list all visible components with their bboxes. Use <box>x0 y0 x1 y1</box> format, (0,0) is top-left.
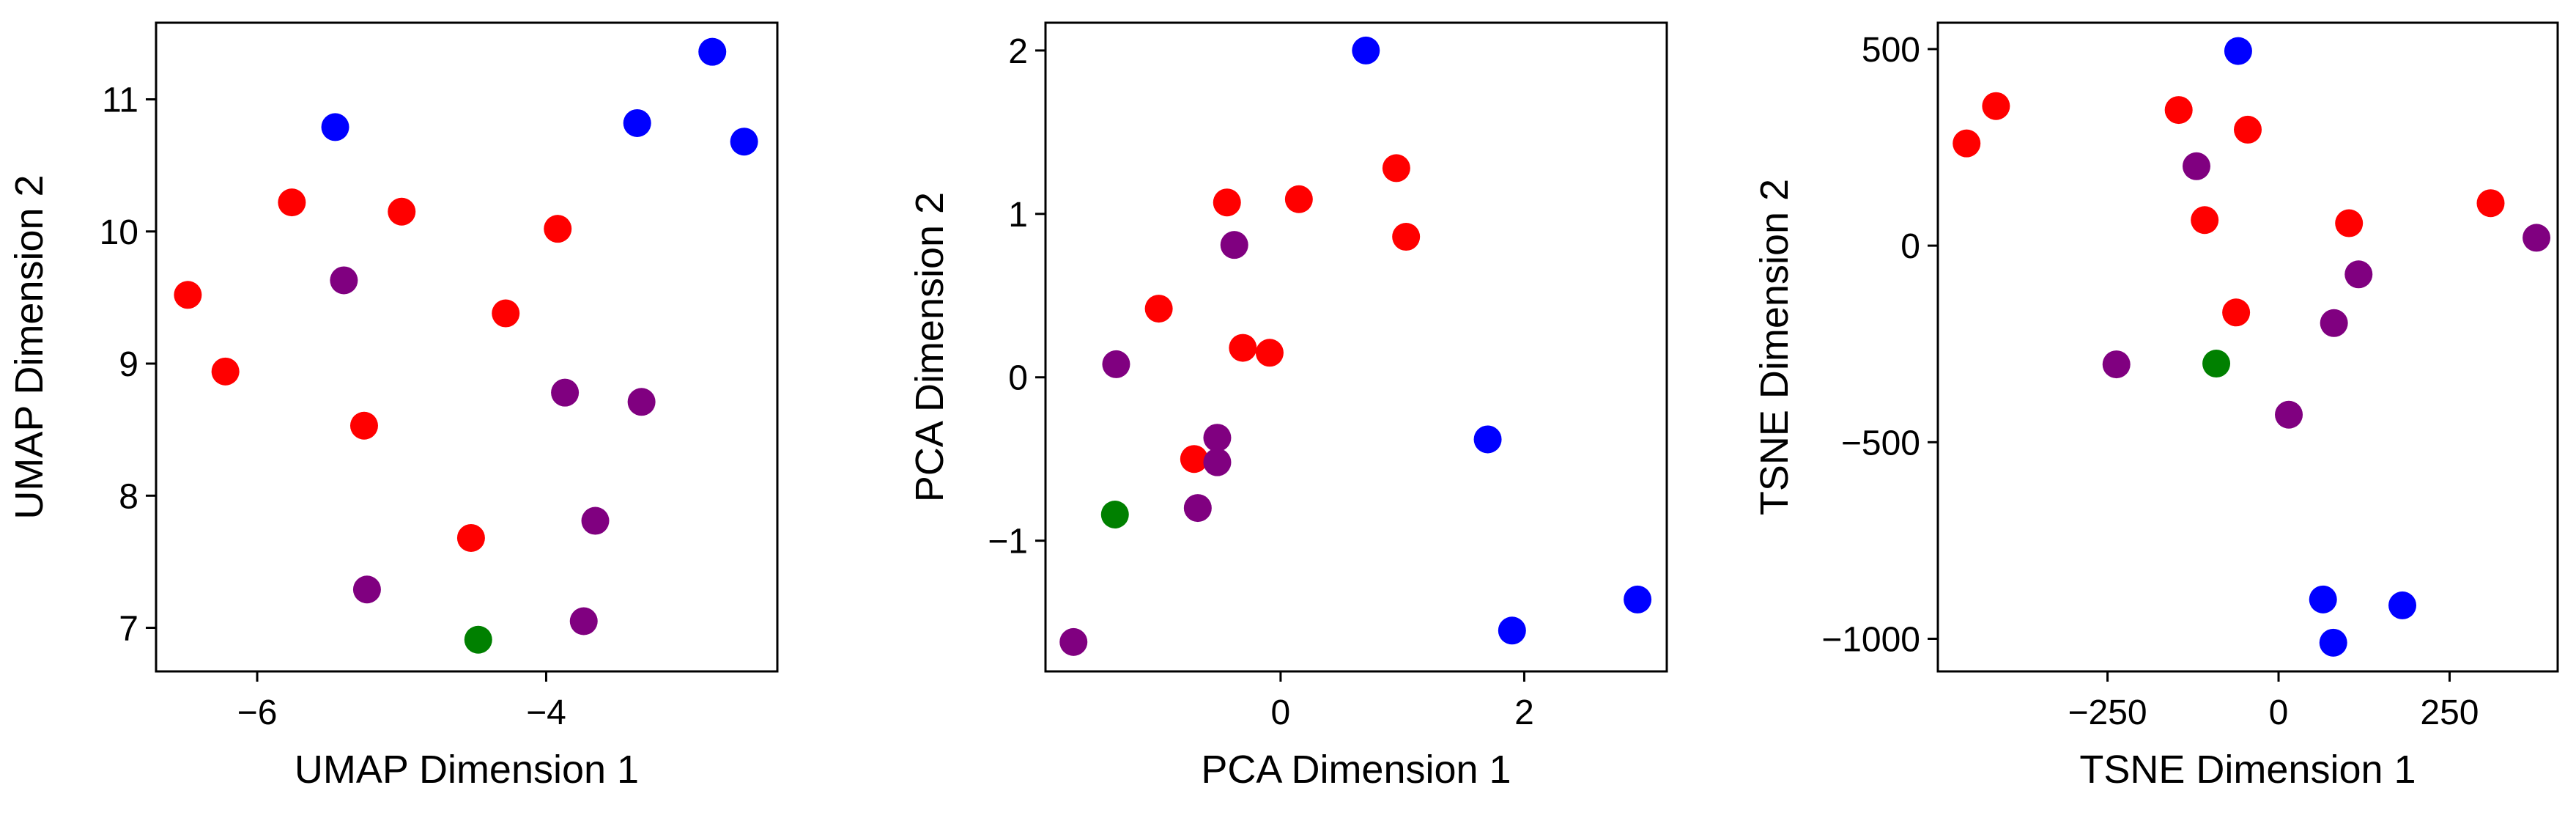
tsne-y-tick-label: −1000 <box>1821 620 1920 659</box>
pca-point-purple <box>1183 494 1212 523</box>
umap-panel: −6 −4 7 8 9 10 11 UMAP Dimension 1 UMAP Dimens… <box>7 21 779 792</box>
tsne-x-tick-label: −250 <box>2068 693 2147 732</box>
umap-point-purple <box>627 388 656 416</box>
umap-point-blue <box>623 108 651 137</box>
pca-point-blue <box>1352 36 1380 65</box>
umap-points <box>174 37 758 654</box>
umap-y-tick-label: 11 <box>102 81 138 120</box>
pca-point-red <box>1284 185 1313 213</box>
umap-point-red <box>388 197 416 226</box>
pca-point-red <box>1382 154 1410 183</box>
tsne-x-tick-label: 0 <box>2269 693 2289 732</box>
tsne-point-red <box>2191 206 2219 235</box>
tsne-point-blue <box>2388 591 2417 619</box>
tsne-point-red <box>2476 189 2505 218</box>
umap-x-axis-label: UMAP Dimension 1 <box>295 748 639 792</box>
umap-plot-frame <box>155 21 779 673</box>
pca-point-purple <box>1203 448 1232 476</box>
tsne-point-purple <box>2275 400 2303 429</box>
tsne-panel: −250 0 250 −1000 −500 0 500 TSNE Dimension 1 T… <box>1753 21 2559 792</box>
pca-point-red <box>1392 223 1421 251</box>
tsne-x-tick-label: 250 <box>2420 693 2479 732</box>
umap-point-blue <box>730 128 758 156</box>
umap-point-blue <box>321 113 349 141</box>
tsne-point-purple <box>2320 309 2348 337</box>
umap-point-purple <box>581 506 610 535</box>
pca-y-tick-label: 1 <box>1008 196 1028 235</box>
pca-point-green <box>1100 500 1129 528</box>
umap-ticks: −6 −4 7 8 9 10 11 <box>100 81 566 732</box>
tsne-points <box>1953 37 2551 657</box>
pca-point-red <box>1180 445 1208 474</box>
umap-point-red <box>349 411 378 440</box>
pca-y-tick-label: 2 <box>1008 32 1028 71</box>
umap-point-purple <box>352 575 381 604</box>
pca-point-purple <box>1220 231 1248 259</box>
pca-y-tick-label: −1 <box>988 523 1028 561</box>
tsne-point-red <box>2164 96 2193 125</box>
tsne-ticks: −250 0 250 −1000 −500 0 500 <box>1821 31 2479 732</box>
pca-x-tick-label: 0 <box>1271 693 1291 732</box>
tsne-point-red <box>2335 209 2364 237</box>
umap-y-tick-label: 9 <box>119 345 138 384</box>
umap-point-green <box>464 625 492 654</box>
pca-point-blue <box>1473 425 1502 454</box>
umap-point-red <box>278 188 306 217</box>
umap-point-red <box>211 357 240 386</box>
pca-y-axis-label: PCA Dimension 2 <box>908 192 952 502</box>
umap-point-purple <box>330 266 358 295</box>
tsne-point-red <box>1982 92 2010 120</box>
umap-x-tick-label: −4 <box>526 693 566 732</box>
tsne-y-axis-label: TSNE Dimension 2 <box>1753 179 1796 515</box>
umap-point-red <box>492 299 520 328</box>
umap-y-tick-label: 10 <box>100 213 138 252</box>
pca-panel: 0 2 −1 0 1 2 PCA Dimension 1 PCA Dimension 2 <box>908 21 1668 792</box>
tsne-y-tick-label: 500 <box>1862 31 1920 70</box>
tsne-point-red <box>2234 115 2262 144</box>
umap-point-purple <box>551 378 580 407</box>
pca-point-blue <box>1624 585 1652 614</box>
pca-x-axis-label: PCA Dimension 1 <box>1201 748 1511 792</box>
umap-point-red <box>544 215 572 243</box>
pca-x-tick-label: 2 <box>1514 693 1534 732</box>
umap-point-red <box>456 523 485 552</box>
tsne-point-blue <box>2319 628 2347 657</box>
tsne-point-purple <box>2182 152 2210 180</box>
pca-point-red <box>1255 339 1284 367</box>
pca-point-blue <box>1498 616 1526 645</box>
tsne-y-tick-label: −500 <box>1841 424 1920 463</box>
tsne-x-axis-label: TSNE Dimension 1 <box>2079 748 2416 792</box>
tsne-point-green <box>2202 350 2231 378</box>
tsne-plot-frame <box>1936 21 2559 673</box>
pca-points <box>1059 36 1652 656</box>
pca-point-red <box>1213 188 1241 217</box>
pca-y-tick-label: 0 <box>1008 359 1028 398</box>
umap-y-tick-label: 8 <box>119 477 138 516</box>
umap-point-blue <box>698 37 727 66</box>
tsne-point-purple <box>2102 350 2131 379</box>
pca-point-red <box>1144 295 1173 323</box>
tsne-y-tick-label: 0 <box>1900 227 1920 266</box>
pca-point-purple <box>1203 424 1232 452</box>
tsne-point-purple <box>2523 224 2551 252</box>
tsne-point-red <box>2222 298 2251 327</box>
tsne-point-blue <box>2309 585 2337 614</box>
pca-point-purple <box>1102 350 1130 378</box>
tsne-point-blue <box>2224 37 2252 65</box>
umap-point-red <box>174 281 202 309</box>
pca-point-purple <box>1059 627 1088 656</box>
pca-point-red <box>1229 334 1257 362</box>
umap-x-tick-label: −6 <box>237 693 278 732</box>
umap-y-axis-label: UMAP Dimension 2 <box>7 174 51 519</box>
pca-ticks: 0 2 −1 0 1 2 <box>988 32 1534 732</box>
tsne-point-purple <box>2344 260 2373 289</box>
umap-y-tick-label: 7 <box>119 610 138 649</box>
pca-plot-frame <box>1044 21 1668 673</box>
tsne-point-red <box>1953 129 1981 158</box>
umap-point-purple <box>569 607 598 635</box>
